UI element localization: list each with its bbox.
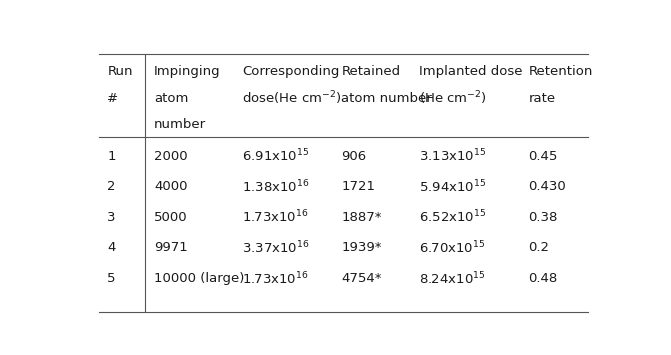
Text: 5000: 5000	[154, 211, 188, 224]
Text: 4: 4	[107, 241, 115, 255]
Text: 5.94x10$^{15}$: 5.94x10$^{15}$	[419, 178, 486, 195]
Text: 1: 1	[107, 149, 116, 163]
Text: 4754*: 4754*	[342, 272, 382, 285]
Text: Corresponding: Corresponding	[242, 65, 340, 78]
Text: 1.38x10$^{16}$: 1.38x10$^{16}$	[242, 178, 310, 195]
Text: atom number: atom number	[342, 92, 432, 105]
Text: #: #	[107, 92, 118, 105]
Text: Run: Run	[107, 65, 133, 78]
Text: 3.37x10$^{16}$: 3.37x10$^{16}$	[242, 240, 310, 256]
Text: 5: 5	[107, 272, 116, 285]
Text: 2000: 2000	[154, 149, 188, 163]
Text: (He cm$^{-2}$): (He cm$^{-2}$)	[419, 90, 487, 108]
Text: 0.48: 0.48	[529, 272, 558, 285]
Text: rate: rate	[529, 92, 556, 105]
Text: 2: 2	[107, 180, 116, 193]
Text: 1887*: 1887*	[342, 211, 382, 224]
Text: 0.430: 0.430	[529, 180, 566, 193]
Text: 1721: 1721	[342, 180, 375, 193]
Text: 6.52x10$^{15}$: 6.52x10$^{15}$	[419, 209, 486, 225]
Text: 8.24x10$^{15}$: 8.24x10$^{15}$	[419, 270, 486, 287]
Text: dose(He cm$^{-2}$): dose(He cm$^{-2}$)	[242, 90, 342, 108]
Text: 0.38: 0.38	[529, 211, 558, 224]
Text: Implanted dose: Implanted dose	[419, 65, 523, 78]
Text: Retention: Retention	[529, 65, 593, 78]
Text: 3: 3	[107, 211, 116, 224]
Text: 906: 906	[342, 149, 366, 163]
Text: 6.70x10$^{15}$: 6.70x10$^{15}$	[419, 240, 486, 256]
Text: 1.73x10$^{16}$: 1.73x10$^{16}$	[242, 270, 309, 287]
Text: Impinging: Impinging	[154, 65, 221, 78]
Text: 3.13x10$^{15}$: 3.13x10$^{15}$	[419, 148, 486, 164]
Text: 4000: 4000	[154, 180, 188, 193]
Text: 6.91x10$^{15}$: 6.91x10$^{15}$	[242, 148, 310, 164]
Text: 0.45: 0.45	[529, 149, 558, 163]
Text: 9971: 9971	[154, 241, 188, 255]
Text: 1.73x10$^{16}$: 1.73x10$^{16}$	[242, 209, 309, 225]
Text: atom: atom	[154, 92, 189, 105]
Text: Retained: Retained	[342, 65, 401, 78]
Text: 10000 (large): 10000 (large)	[154, 272, 244, 285]
Text: 1939*: 1939*	[342, 241, 382, 255]
Text: 0.2: 0.2	[529, 241, 550, 255]
Text: number: number	[154, 118, 206, 131]
